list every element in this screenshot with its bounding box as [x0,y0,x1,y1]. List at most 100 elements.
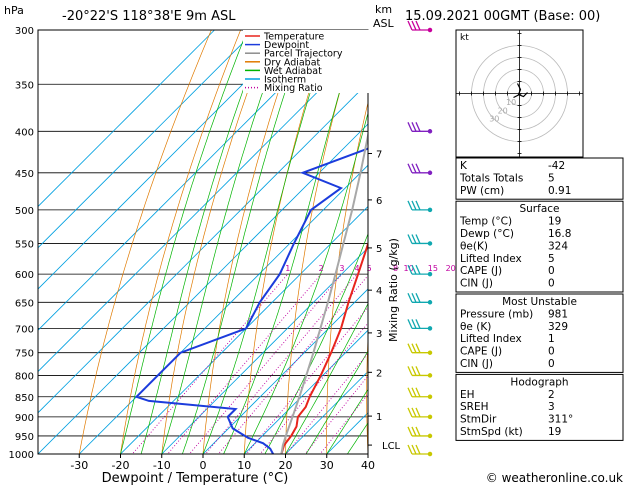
wind-barb [407,366,433,378]
wet-adiabat-line [120,30,248,454]
mixing-ratio-axis-title: Mixing Ratio (g/kg) [387,238,400,342]
pressure-tick-label: 850 [15,393,34,404]
wind-barbs [407,20,433,457]
isotherm-line [243,329,368,454]
indices-table: K -42 Totals Totals 5 PW (cm) 0.91 Surface Temp… [455,157,624,441]
profile-lines [134,130,368,454]
mixing-ratio-line [188,273,343,454]
mixing-ratio-line [285,352,368,454]
pressure-tick-label: 750 [15,349,34,360]
height-axis: 7 6 5 4 3 2 1 LCL [368,150,401,452]
hodograph-stats-box [455,373,624,441]
wind-barb [407,319,433,331]
km-tick-label: 1 [376,412,382,423]
indices-row-value: 5 [548,172,555,184]
legend-label: Dewpoint [264,40,309,51]
surface-row-label: CAPE (J) [460,265,502,277]
most-unstable-row-value: 981 [548,308,568,320]
legend-label: Wet Adiabat [264,66,322,77]
mixing-ratio-label: 8 [393,264,398,273]
hodograph-stats-title: Hodograph [510,376,568,388]
x-tick-label: 0 [200,459,207,472]
hodograph-stats-row-value: 2 [548,389,555,401]
copyright-footer: © weatheronline.co.uk [486,471,623,485]
hodograph-ring-label: 30 [489,115,499,124]
hodograph-stats-row-label: SREH [460,401,489,413]
wet-adiabat-line [202,30,331,454]
hodograph-stats-row-value: 311° [548,414,573,426]
wind-barb [407,387,433,400]
most-unstable-row-label: CAPE (J) [460,346,502,358]
wet-adiabat-line [305,350,368,454]
km-tick-label: 3 [376,329,382,340]
isotherm-line [202,288,368,454]
wind-barb [407,407,433,420]
legend-label: Mixing Ratio [264,83,323,94]
datetime-title: 15.09.2021 00GMT (Base: 00) [405,9,600,24]
wind-barb [407,122,433,134]
dry-adiabat-line [161,30,271,454]
pressure-tick-label: 600 [15,270,34,281]
most-unstable-row-value: 329 [548,321,568,333]
pressure-tick-label: 1000 [9,450,34,461]
legend-label: Isotherm [264,75,306,86]
isotherm-line [38,30,257,249]
most-unstable-row-label: CIN (J) [460,358,493,370]
wet-adiabat-line [326,388,368,454]
indices-row-value: 0.91 [548,185,571,197]
pressure-tick-label: 500 [15,206,34,217]
wind-barb [407,200,433,213]
most-unstable-title: Most Unstable [502,296,577,308]
surface-row-label: θe(K) [460,240,488,252]
km-tick-label: LCL [382,441,401,452]
dewpoint-line [134,147,368,454]
wet-adiabat-line [182,30,307,454]
mixing-ratio-line [167,273,322,454]
most-unstable-row-label: θe (K) [460,321,491,333]
x-tick-label: -30 [70,459,88,472]
surface-row-value: 16.8 [548,228,571,240]
most-unstable-row-label: Lifted Index [460,333,522,345]
pressure-tick-label: 450 [15,169,34,180]
mixing-ratio-line [259,322,368,454]
wet-adiabat-line [223,30,359,454]
temperature-axis: -30 -20 -10 0 10 20 30 40 [70,454,375,472]
legend-label: Parcel Trajectory [264,49,343,60]
indices-box [455,157,624,200]
hodograph-ring-label: 20 [498,106,508,115]
parcel-trajectory-line [280,130,368,454]
mixing-ratio-labels: 12345810152025 [285,264,470,273]
hpa-label: hPa [4,4,24,17]
wind-barb [407,163,433,176]
mixing-ratio-label: 3 [339,264,344,273]
hodograph-stats-row-label: StmDir [460,414,497,426]
mixing-ratio-label: 5 [367,264,372,273]
indices-row-label: PW (cm) [460,185,504,197]
dry-adiabat-line [326,101,368,454]
indices-row-label: Totals Totals [459,172,523,184]
km-label: km [375,3,392,16]
legend-background [243,30,370,93]
km-tick-label: 4 [376,286,382,297]
pressure-tick-label: 550 [15,240,34,251]
mixing-ratio-line [245,306,368,454]
most-unstable-row-value: 1 [548,333,555,345]
wind-barb [407,426,433,439]
surface-row-value: 324 [548,240,568,252]
isotherm-line [38,82,368,414]
isotherm-line [119,205,368,454]
km-tick-label: 7 [376,150,382,161]
mixing-ratio-line [304,375,368,454]
mixing-ratio-label: 10 [404,264,414,273]
wind-barb [407,343,433,355]
x-tick-label: 20 [279,459,293,472]
mixing-ratio-label: 4 [355,264,360,273]
x-axis-title: Dewpoint / Temperature (°C) [102,471,289,486]
wet-adiabat-line [264,232,368,454]
surface-row-value: 5 [548,253,555,265]
surface-row-value: 0 [548,265,555,277]
pressure-tick-label: 800 [15,371,34,382]
km-tick-label: 2 [376,368,382,379]
legend-label: Temperature [263,32,324,43]
